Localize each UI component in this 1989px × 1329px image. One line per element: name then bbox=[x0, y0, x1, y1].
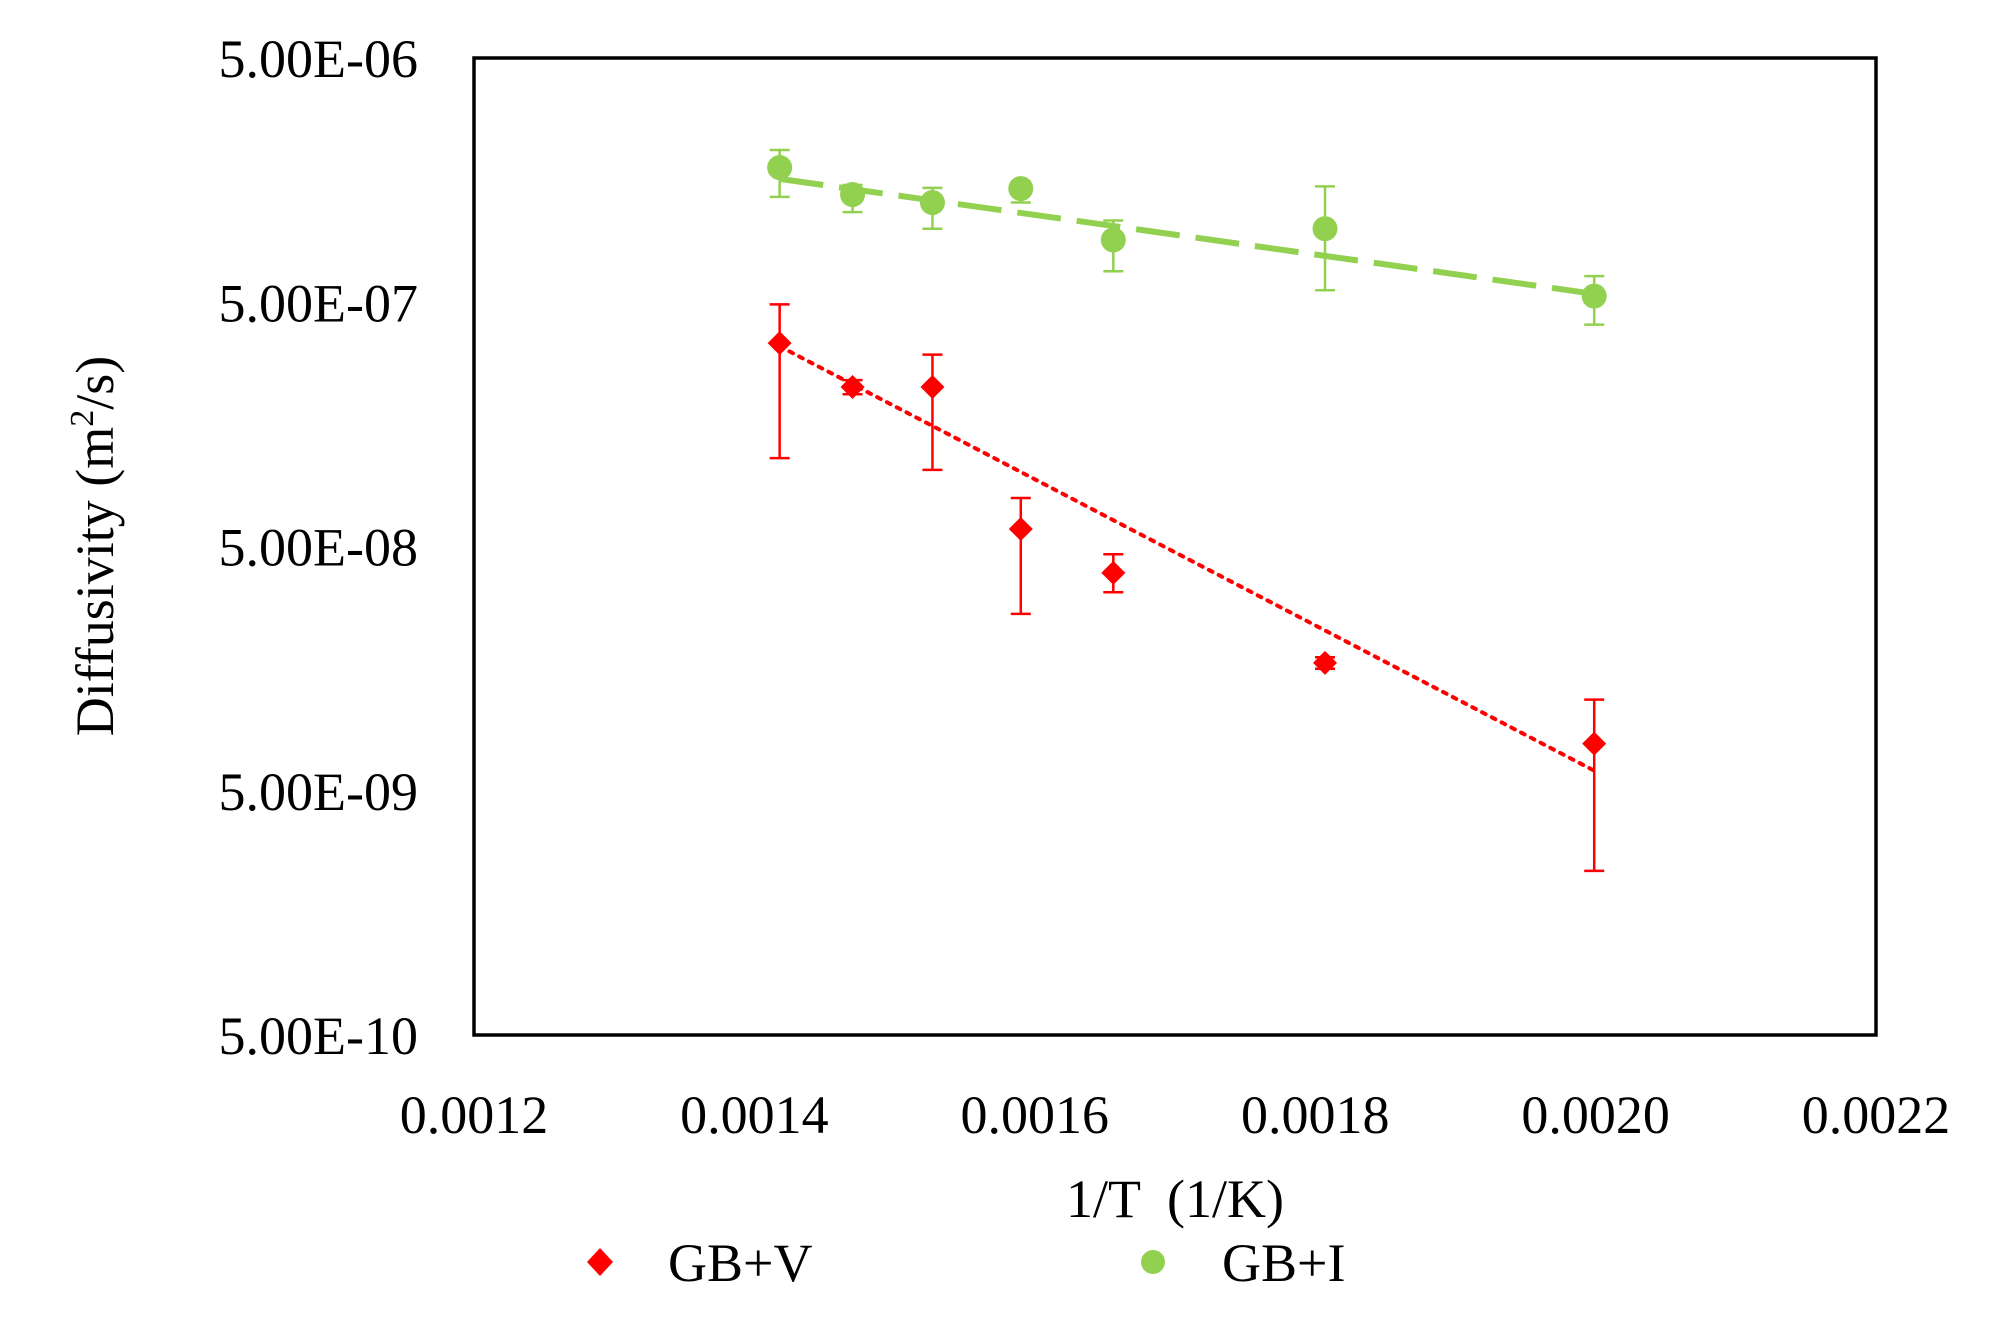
data-point-gb-i bbox=[1581, 283, 1607, 309]
trendline-gb-v bbox=[777, 344, 1598, 774]
y-tick-label: 5.00E-09 bbox=[219, 762, 418, 822]
data-point-gb-i bbox=[1100, 227, 1126, 253]
x-tick-labels: 0.0012 0.0014 0.0016 0.0018 0.0020 0.0022 bbox=[400, 1085, 1951, 1145]
y-axis-title-end: /s) bbox=[65, 356, 125, 410]
y-tick-label: 5.00E-08 bbox=[219, 518, 418, 578]
y-axis-title-main: Diffusivity (m bbox=[65, 427, 125, 737]
data-point-gb-i bbox=[1312, 216, 1338, 242]
x-tick-label: 0.0016 bbox=[961, 1085, 1110, 1145]
x-tick-label: 0.0022 bbox=[1802, 1085, 1951, 1145]
x-axis-title: 1/T (1/K) bbox=[1066, 1169, 1284, 1229]
legend-item-gb-i: GB+I bbox=[1141, 1233, 1345, 1293]
data-point-gb-i bbox=[919, 190, 945, 216]
y-tick-label: 5.00E-07 bbox=[219, 273, 418, 333]
data-point-gb-v bbox=[920, 374, 945, 399]
trendlines bbox=[777, 175, 1598, 774]
legend-label-gb-i: GB+I bbox=[1222, 1233, 1345, 1293]
y-tick-label: 5.00E-06 bbox=[219, 29, 418, 89]
y-tick-labels: 5.00E-10 5.00E-09 5.00E-08 5.00E-07 5.00E-06 bbox=[219, 29, 418, 1066]
trendline-gb-i bbox=[779, 175, 1597, 298]
y-axis-title: Diffusivity (m2/s) bbox=[64, 356, 125, 737]
legend-marker-gb-v bbox=[587, 1248, 613, 1276]
x-tick-label: 0.0018 bbox=[1241, 1085, 1390, 1145]
data-point-gb-v bbox=[1101, 560, 1126, 585]
x-tick-label: 0.0012 bbox=[400, 1085, 549, 1145]
legend-item-gb-v: GB+V bbox=[587, 1233, 812, 1293]
data-markers bbox=[767, 155, 1607, 756]
data-point-gb-v bbox=[767, 331, 792, 356]
data-point-gb-i bbox=[1008, 176, 1034, 202]
legend: GB+V GB+I bbox=[587, 1233, 1345, 1293]
data-point-gb-i bbox=[767, 155, 793, 181]
legend-label-gb-v: GB+V bbox=[668, 1233, 812, 1293]
legend-marker-gb-i bbox=[1141, 1250, 1165, 1274]
y-tick-label: 5.00E-10 bbox=[219, 1006, 418, 1066]
data-point-gb-i bbox=[840, 182, 866, 208]
data-point-gb-v bbox=[1008, 516, 1033, 541]
data-point-gb-v bbox=[840, 374, 865, 399]
x-tick-label: 0.0014 bbox=[680, 1085, 829, 1145]
x-tick-label: 0.0020 bbox=[1521, 1085, 1670, 1145]
plot-frame bbox=[472, 56, 1878, 1037]
data-point-gb-v bbox=[1313, 650, 1338, 675]
y-axis-title-superscript: 2 bbox=[64, 410, 101, 427]
data-point-gb-v bbox=[1582, 731, 1607, 756]
